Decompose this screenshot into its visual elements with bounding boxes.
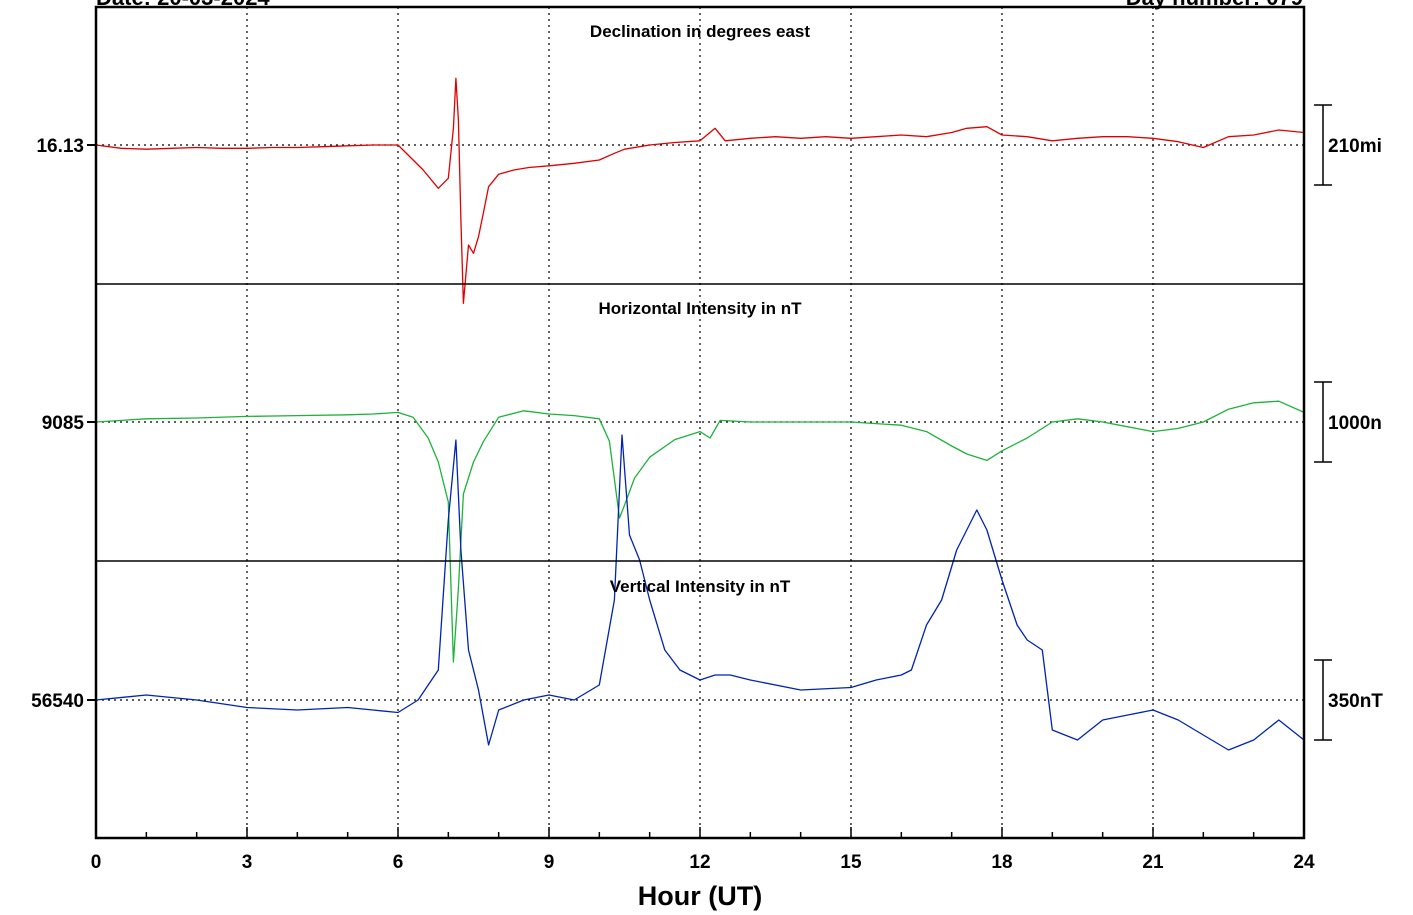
panel-title: Horizontal Intensity in nT [598,299,802,318]
series-line [95,77,1305,304]
scale-label: 350nT [1328,691,1383,712]
panel-2: Horizontal Intensity in nT 9085 1000n [42,299,1382,663]
scale-label: 1000n [1328,413,1382,434]
series-line [95,434,1305,751]
baseline-label: 56540 [31,691,84,712]
x-tick-label: 24 [1293,852,1315,873]
panel-1: Declination in degrees east 16.13 210mi [36,22,1382,304]
date-label: Date: 20-03-2024 [96,0,270,10]
baseline-label: 16.13 [36,136,84,157]
x-axis-label: Hour (UT) [638,881,762,911]
x-tick-label: 21 [1142,852,1164,873]
x-axis: 0 3 6 9 12 15 18 21 24 [91,827,1315,873]
panels: Declination in degrees east 16.13 210mi Hor… [31,22,1383,751]
panel-3: Vertical Intensity in nT 56540 350nT [31,434,1383,751]
x-tick-label: 9 [544,852,555,873]
x-tick-label: 3 [242,852,253,873]
baseline-label: 9085 [42,413,85,434]
series-line [95,400,1305,663]
panel-title: Vertical Intensity in nT [610,577,791,596]
x-tick-label: 18 [991,852,1012,873]
grid [246,7,1154,838]
panel-title: Declination in degrees east [590,22,810,41]
x-tick-label: 12 [689,852,710,873]
x-tick-label: 0 [91,852,102,873]
x-tick-label: 15 [840,852,862,873]
x-tick-label: 6 [393,852,404,873]
day-number-label: Day number: 079 [1126,0,1303,10]
scale-label: 210mi [1328,136,1382,157]
